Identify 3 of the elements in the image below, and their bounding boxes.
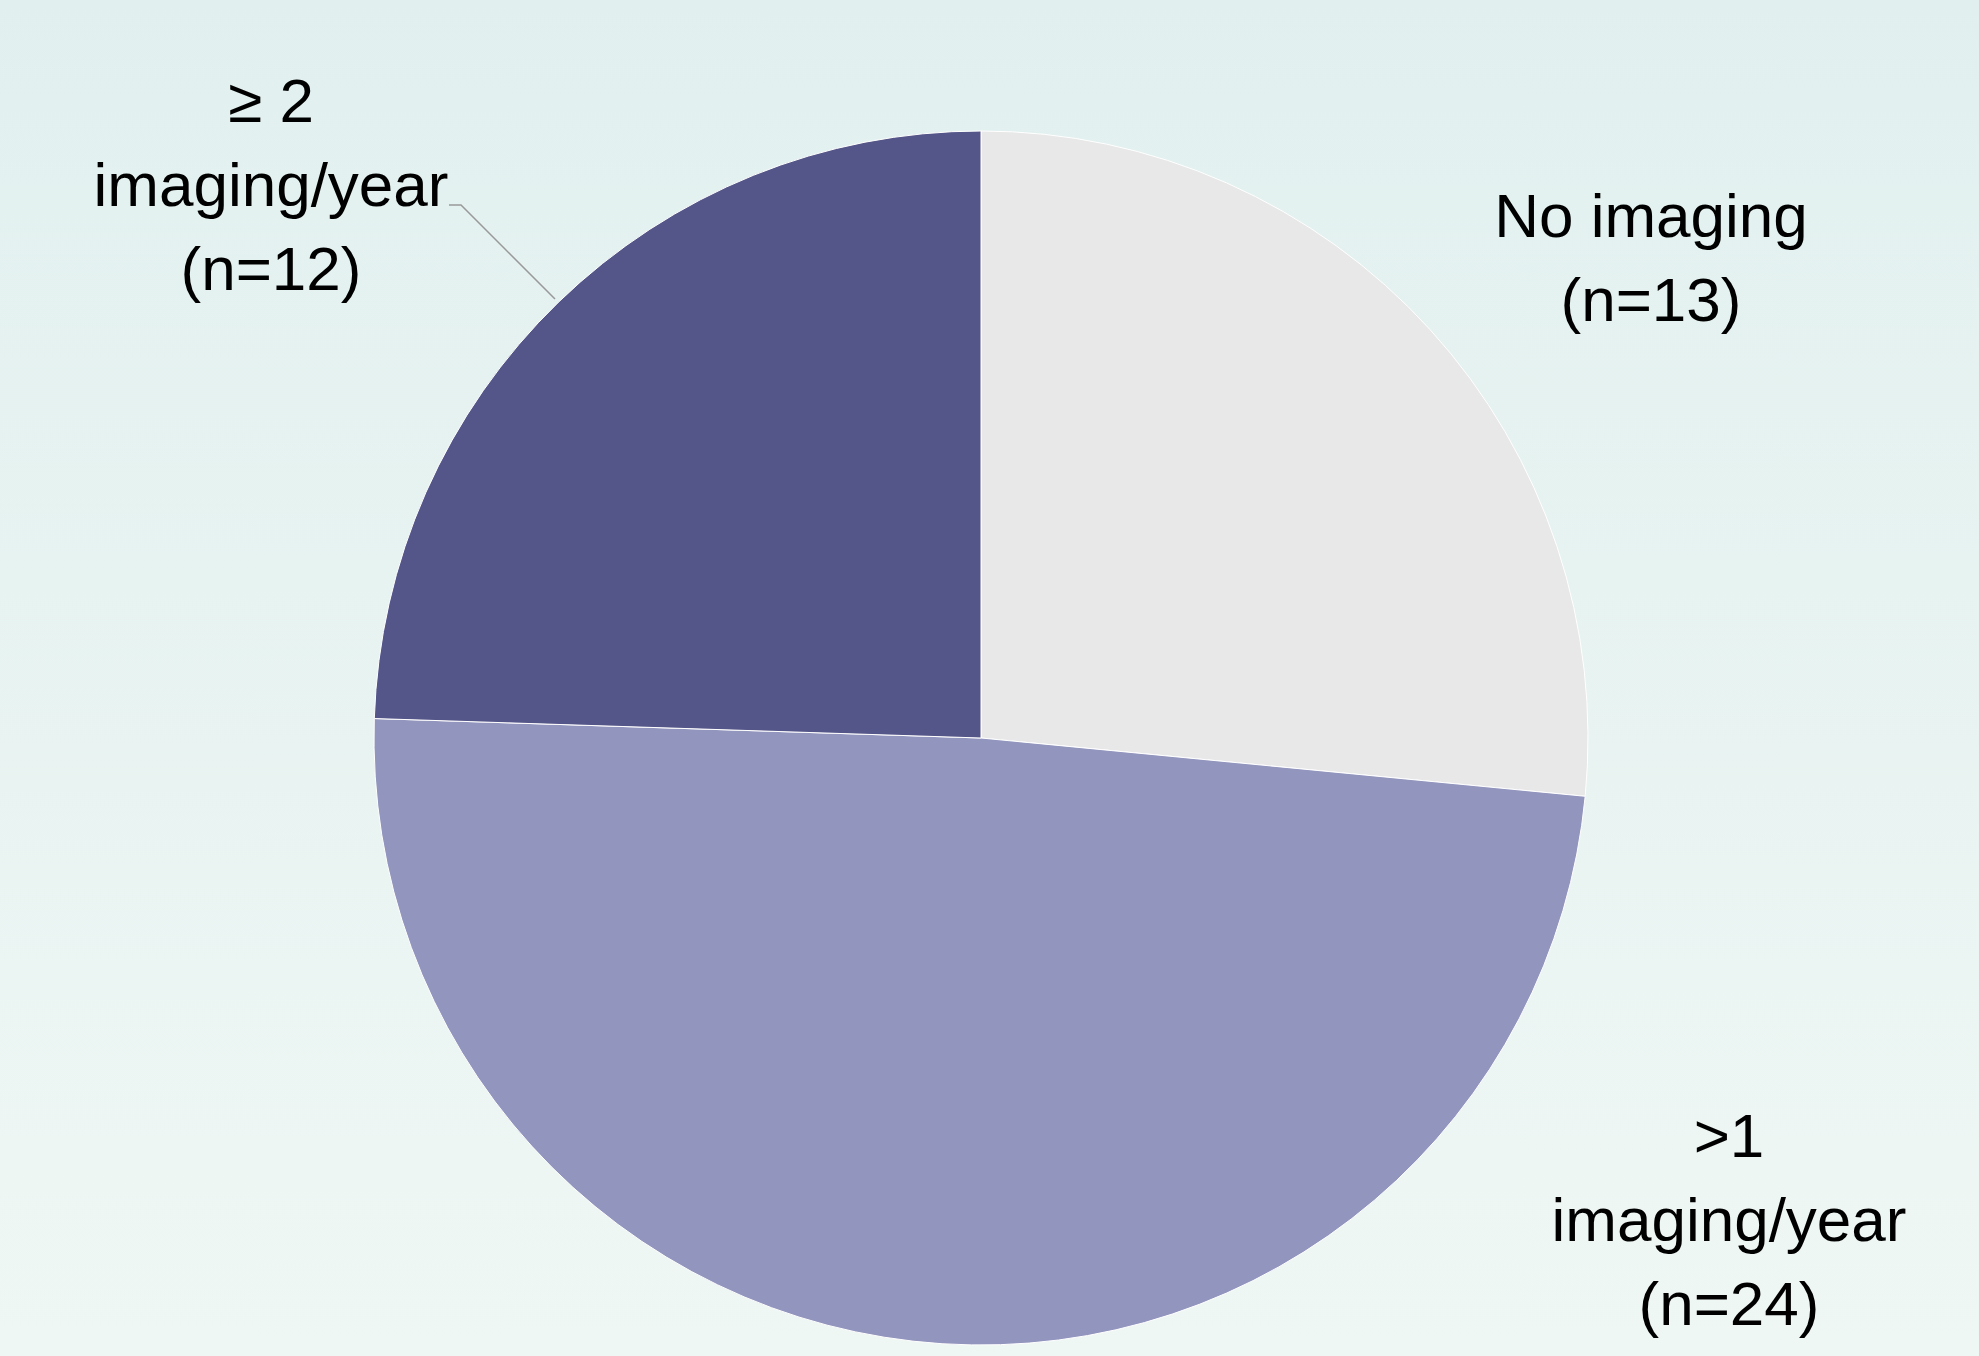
slice-label: ≥ 2 imaging/year (n=12)	[93, 65, 449, 303]
slice-label: No imaging (n=13)	[1494, 180, 1808, 334]
slice-label: >1 imaging/year (n=24)	[1551, 1100, 1907, 1338]
